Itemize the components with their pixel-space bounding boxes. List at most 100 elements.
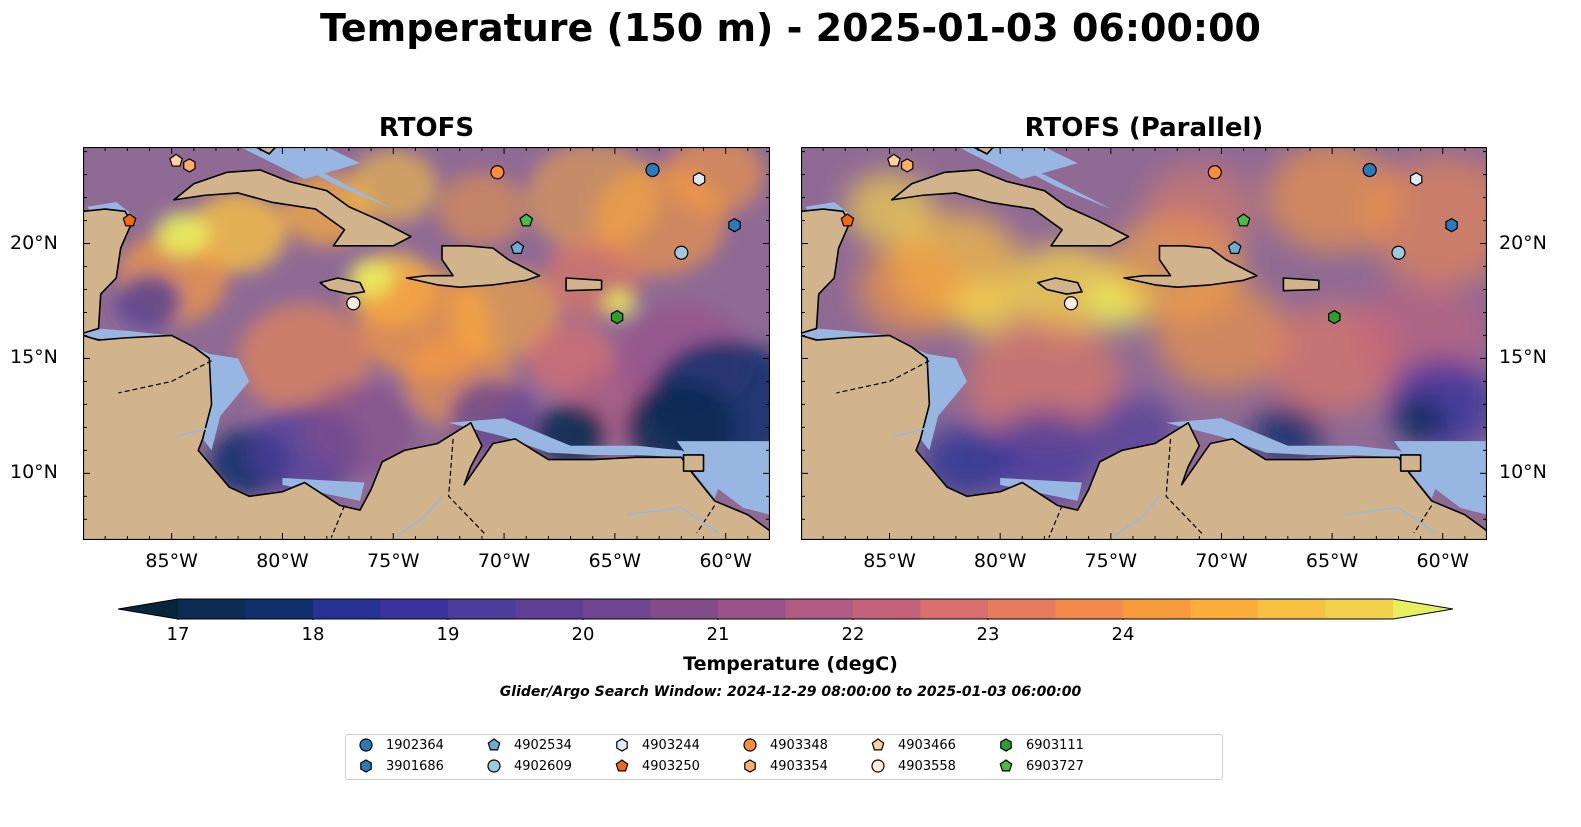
hexagon-marker-icon — [360, 759, 372, 773]
float-marker-4902609 — [674, 245, 689, 260]
country-border — [1413, 505, 1433, 534]
float-marker-6903727 — [1236, 213, 1251, 227]
colorbar-segment — [178, 599, 247, 619]
lat-label: 10°N — [10, 461, 58, 484]
country-border — [1048, 505, 1063, 538]
legend-label: 3901686 — [386, 758, 444, 774]
float-marker-4903558 — [1063, 296, 1079, 311]
float-marker-3901686 — [1445, 217, 1458, 233]
float-marker-3901686 — [728, 217, 741, 233]
temperature-anomaly — [304, 381, 416, 474]
float-marker-4902534 — [510, 240, 525, 254]
landmass — [682, 454, 705, 472]
panel-title-rtofs-parallel: RTOFS (Parallel) — [1024, 113, 1264, 143]
country-border — [1165, 438, 1205, 536]
float-marker-4903348 — [490, 165, 505, 180]
colorbar-segment — [1325, 599, 1394, 619]
landmass — [1399, 454, 1422, 472]
landmass — [319, 277, 366, 295]
river — [1114, 495, 1161, 537]
panel-title-rtofs: RTOFS — [378, 113, 475, 143]
legend-label: 1902364 — [386, 737, 444, 753]
lon-label: 65°W — [1305, 550, 1359, 572]
float-marker-4903466 — [169, 153, 183, 167]
legend-item: 4903250 — [614, 758, 700, 774]
temperature-anomaly — [951, 280, 1018, 336]
lat-label: 15°N — [10, 346, 58, 369]
map-frame — [83, 147, 770, 540]
river — [625, 507, 720, 534]
lon-label: 80°W — [256, 550, 309, 572]
legend-item: 4903244 — [614, 737, 700, 753]
landmass — [1123, 245, 1258, 288]
temperature-anomaly — [1155, 280, 1288, 391]
pentagon-marker-icon — [999, 759, 1013, 772]
colorbar-segment — [988, 599, 1057, 619]
temperature-anomaly — [989, 409, 1100, 501]
colorbar-label: Temperature (degC) — [683, 653, 898, 675]
figure-title: Temperature (150 m) - 2025-01-03 06:00:0… — [319, 6, 1261, 50]
colorbar-tick-label: 17 — [166, 624, 190, 645]
temperature-anomaly — [603, 290, 635, 317]
hexagon-marker-icon — [616, 738, 628, 752]
legend-item: 4902534 — [486, 737, 572, 753]
lon-label: 65°W — [588, 550, 642, 572]
float-marker-4903244 — [1409, 171, 1423, 187]
river — [1343, 507, 1437, 534]
colorbar-tick-label: 19 — [436, 624, 460, 645]
temperature-anomaly — [437, 172, 527, 246]
legend-label: 6903111 — [1026, 737, 1084, 753]
float-marker-4903250 — [840, 213, 855, 227]
landmass — [1036, 277, 1083, 295]
float-marker-4903348 — [1207, 165, 1222, 180]
lat-label: 20°N — [1499, 231, 1547, 254]
float-legend: 1902364 3901686 4902534 4902609 4903244 49032… — [345, 734, 1223, 780]
temperature-anomaly — [526, 147, 660, 253]
pentagon-marker-icon — [487, 738, 501, 751]
legend-item: 6903727 — [998, 758, 1084, 774]
country-border — [836, 360, 930, 394]
hexagon-marker-icon — [744, 759, 756, 773]
landmass — [801, 208, 851, 334]
float-marker-4903354 — [900, 158, 914, 173]
pentagon-marker-icon — [871, 738, 885, 751]
legend-label: 4903466 — [898, 737, 956, 753]
landmass — [255, 147, 277, 155]
lat-label: 20°N — [10, 231, 58, 254]
map-rtofs — [83, 147, 770, 540]
shallow-shelf — [958, 147, 1078, 180]
colorbar-segment — [313, 599, 382, 619]
legend-label: 4903354 — [770, 758, 828, 774]
colorbar-segment — [785, 599, 854, 619]
legend-item: 4903354 — [742, 758, 828, 774]
lon-label: 80°W — [973, 550, 1027, 572]
landmass — [173, 169, 412, 247]
country-border — [330, 505, 346, 538]
legend-label: 4903250 — [642, 758, 700, 774]
legend-item: 4902609 — [486, 758, 572, 774]
colorbar-segment — [380, 599, 449, 619]
lon-label: 60°W — [1416, 550, 1469, 572]
float-marker-6903111 — [610, 309, 624, 325]
temperature-anomaly — [1265, 147, 1399, 253]
lon-label: 60°W — [699, 550, 752, 572]
temperature-anomaly — [116, 273, 183, 329]
legend-item: 6903111 — [998, 737, 1084, 753]
lon-label: 75°W — [367, 550, 420, 572]
float-marker-4902534 — [1227, 240, 1242, 254]
colorbar-extend-min — [118, 599, 178, 619]
lon-label: 70°W — [477, 550, 531, 572]
landmass — [83, 208, 133, 334]
colorbar-segment — [1055, 599, 1124, 619]
legend-item: 3901686 — [358, 758, 444, 774]
float-marker-4903250 — [122, 213, 137, 227]
country-border — [448, 438, 487, 536]
colorbar-ticks: 17 18 19 20 21 22 23 24 — [118, 622, 1453, 648]
float-marker-4903466 — [887, 153, 901, 167]
river — [175, 426, 212, 438]
temperature-anomaly — [922, 425, 1012, 499]
country-border — [696, 505, 716, 534]
float-marker-1902364 — [645, 162, 660, 178]
shallow-shelf — [293, 163, 394, 210]
circle-marker-icon — [743, 738, 757, 752]
